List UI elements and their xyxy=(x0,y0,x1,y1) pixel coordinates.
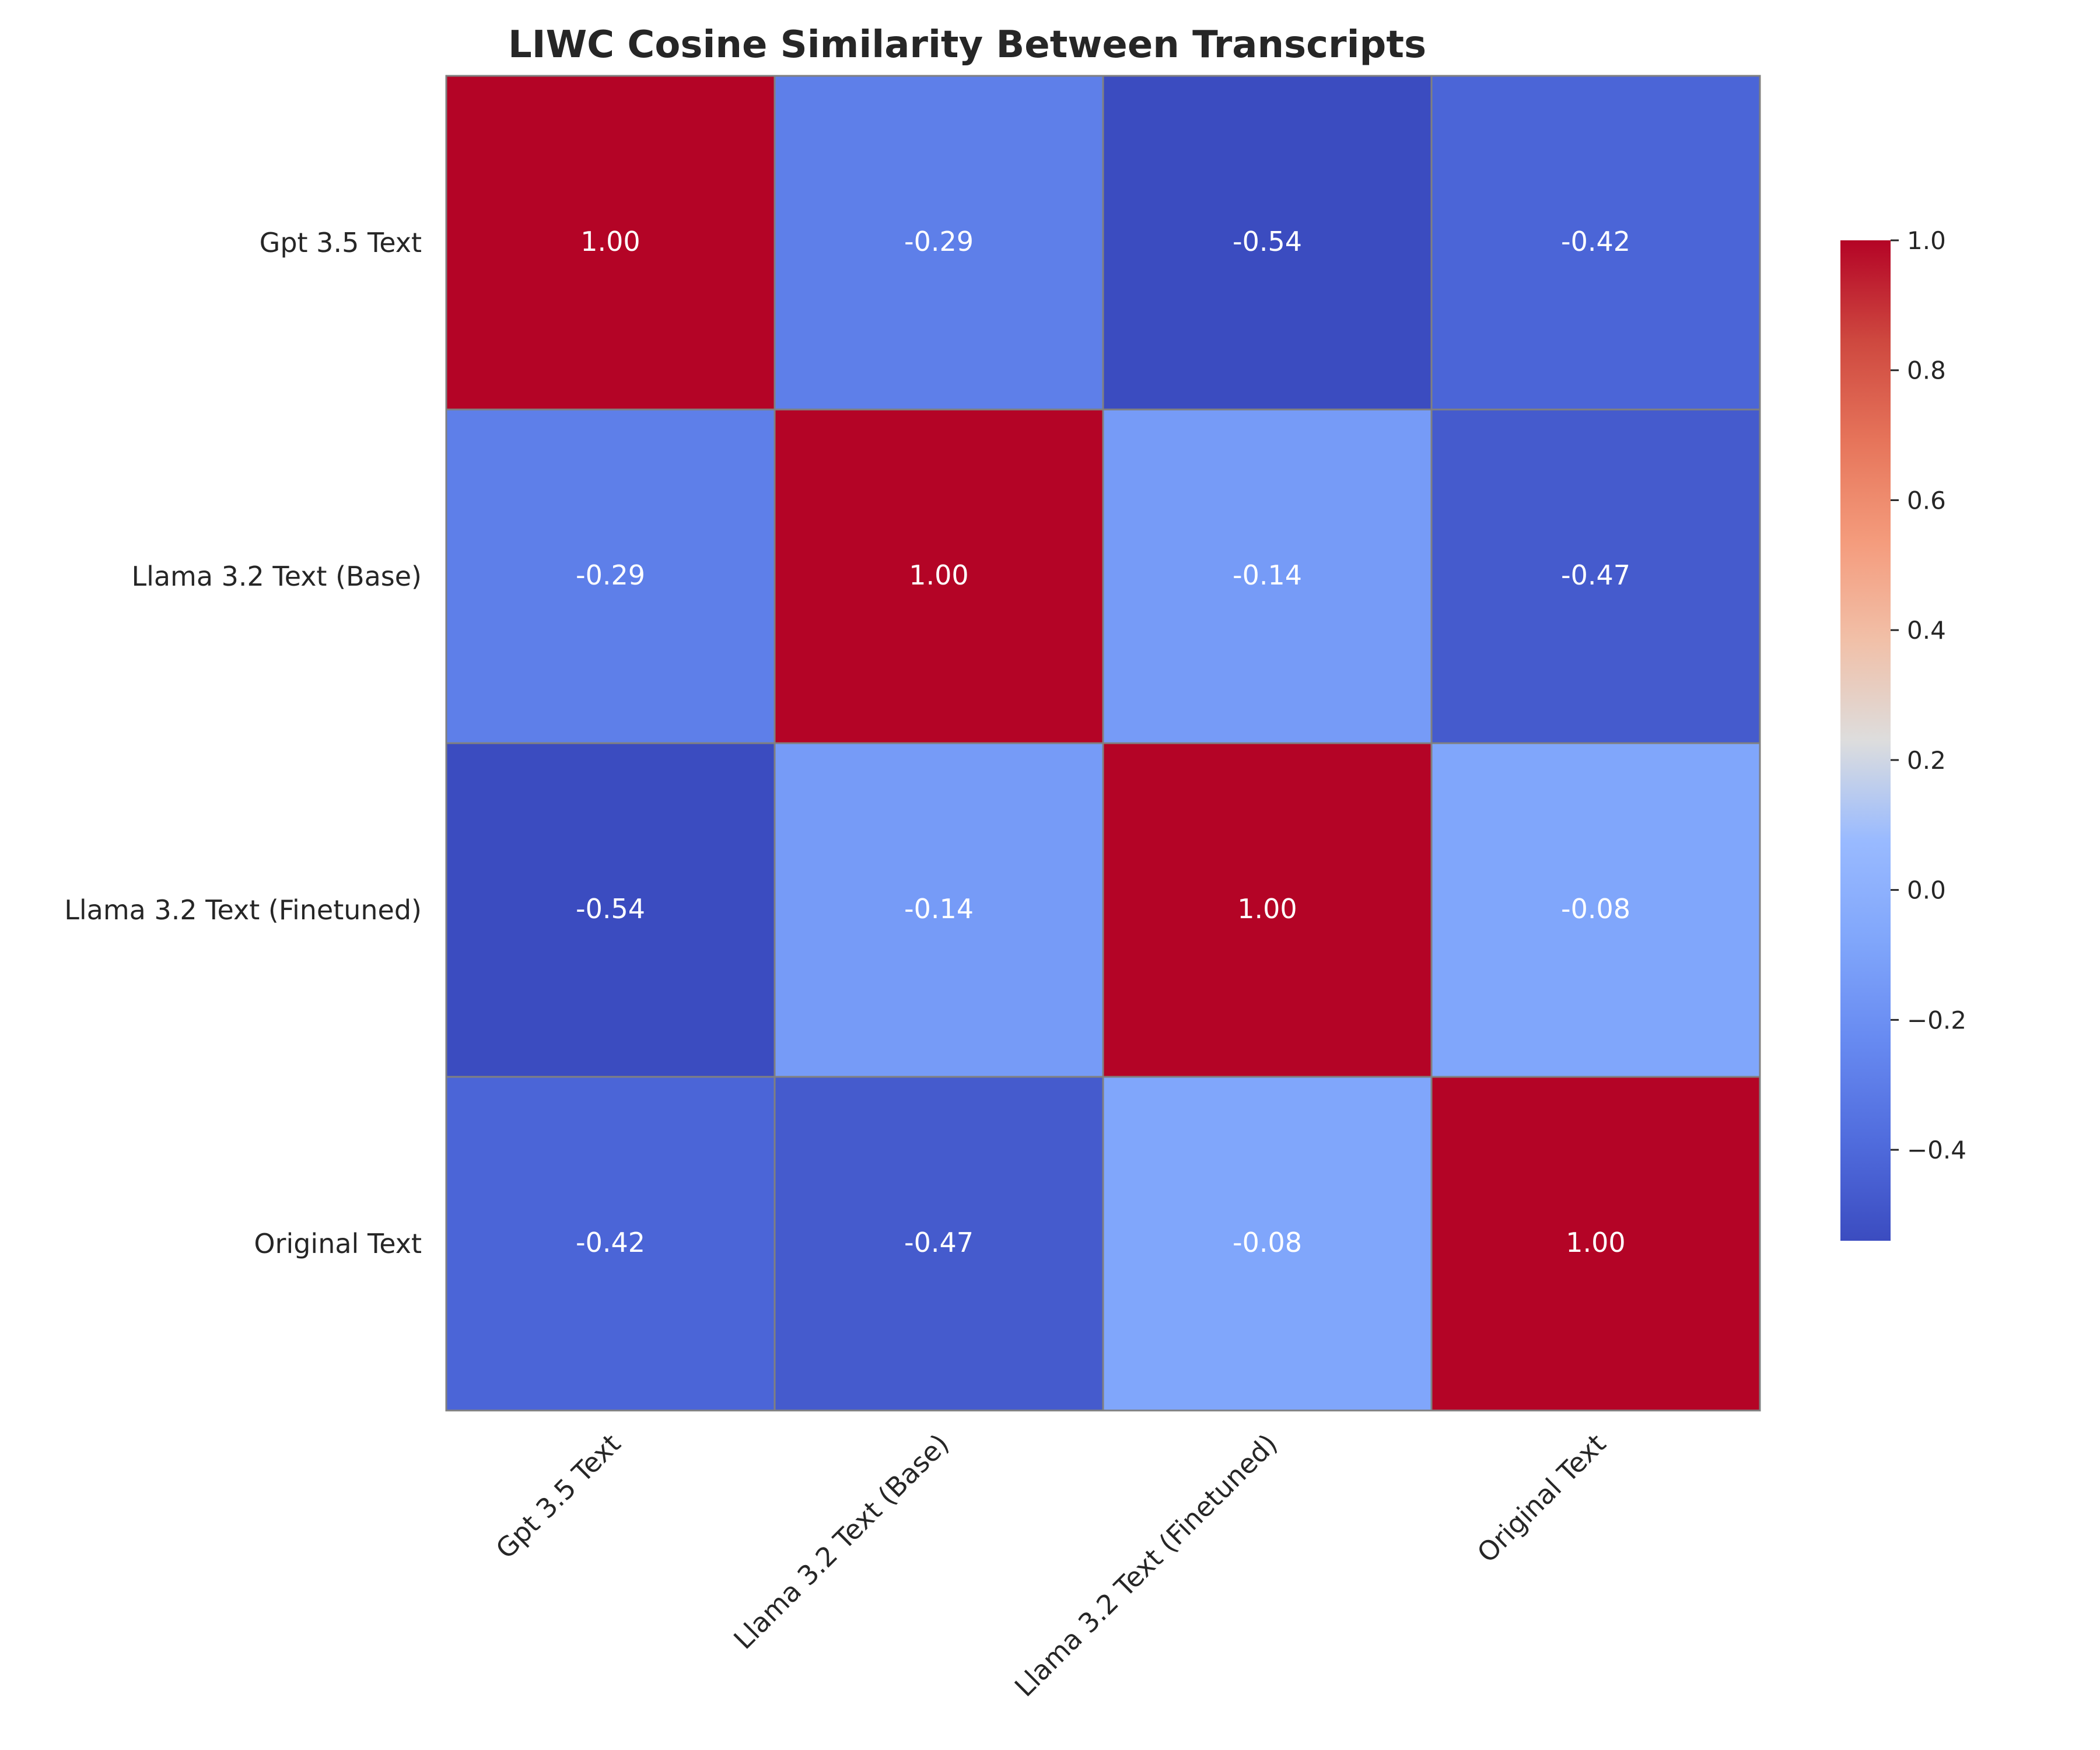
heatmap-cell xyxy=(774,1076,1104,1412)
heatmap-cell xyxy=(774,742,1104,1078)
heatmap-cell xyxy=(445,408,776,744)
cell-value-label: -0.47 xyxy=(1561,559,1630,591)
heatmap-cell xyxy=(1430,742,1761,1078)
cell-value-label: -0.14 xyxy=(904,893,974,925)
colorbar-tick-label: 0.4 xyxy=(1907,616,1946,645)
cell-value-label: -0.54 xyxy=(576,893,645,925)
colorbar-tick-label: 0.0 xyxy=(1907,876,1946,905)
cell-value-label: 1.00 xyxy=(909,559,968,591)
column-label: Gpt 3.5 Text xyxy=(489,1428,626,1565)
cell-value-label: -0.54 xyxy=(1233,226,1302,257)
cell-value-label: -0.14 xyxy=(1233,559,1302,591)
row-labels: Gpt 3.5 Text Llama 3.2 Text (Base) Llama 3… xyxy=(64,227,422,1259)
row-label: Llama 3.2 Text (Base) xyxy=(131,561,422,592)
heatmap-cell xyxy=(1102,1076,1433,1412)
column-label: Llama 3.2 Text (Base) xyxy=(727,1428,955,1656)
cell-value-label: -0.29 xyxy=(576,559,645,591)
colorbar-tick-label: 0.2 xyxy=(1907,746,1946,775)
row-label: Original Text xyxy=(254,1228,422,1259)
colorbar-tick-label: −0.4 xyxy=(1907,1136,1966,1164)
heatmap-cell xyxy=(1102,75,1433,411)
cell-value-label: 1.00 xyxy=(1237,893,1297,925)
chart-title: LIWC Cosine Similarity Between Transcrip… xyxy=(508,23,1426,66)
row-label: Gpt 3.5 Text xyxy=(260,227,422,258)
colorbar-gradient xyxy=(1840,240,1891,1241)
cell-value-label: -0.42 xyxy=(576,1227,645,1258)
cell-value-label: 1.00 xyxy=(1566,1227,1625,1258)
cell-value-label: -0.08 xyxy=(1233,1227,1302,1258)
heatmap-cell xyxy=(1430,1076,1761,1412)
cell-value-label: -0.08 xyxy=(1561,893,1630,925)
cell-value-label: -0.29 xyxy=(904,226,974,257)
colorbar-ticks: −0.4 −0.2 0.0 0.2 0.4 0.6 0.8 1.0 xyxy=(1891,226,1966,1164)
column-label: Original Text xyxy=(1471,1428,1612,1569)
heatmap-cell xyxy=(445,75,776,411)
colorbar-tick-label: −0.2 xyxy=(1907,1006,1966,1034)
colorbar-tick-label: 0.8 xyxy=(1907,356,1946,385)
colorbar-tick-label: 0.6 xyxy=(1907,486,1946,514)
heatmap-cell xyxy=(1430,408,1761,744)
cell-value-label: -0.42 xyxy=(1561,226,1630,257)
heatmap-cell xyxy=(445,1076,776,1412)
heatmap-cells: 1.00 -0.29 -0.54 -0.42 -0.29 1.00 -0.14 -0.47 -0… xyxy=(445,75,1761,1412)
heatmap-cell xyxy=(774,75,1104,411)
colorbar: −0.4 −0.2 0.0 0.2 0.4 0.6 0.8 1.0 xyxy=(1840,226,1966,1241)
heatmap-cell xyxy=(774,408,1104,744)
colorbar-tick-label: 1.0 xyxy=(1907,226,1946,255)
heatmap-cell xyxy=(1102,408,1433,744)
cell-value-label: 1.00 xyxy=(580,226,640,257)
column-labels: Gpt 3.5 Text Llama 3.2 Text (Base) Llama 3… xyxy=(489,1428,1612,1703)
row-label: Llama 3.2 Text (Finetuned) xyxy=(64,894,422,926)
column-label: Llama 3.2 Text (Finetuned) xyxy=(1009,1428,1283,1703)
heatmap-cell xyxy=(1430,75,1761,411)
cell-value-label: -0.47 xyxy=(904,1227,974,1258)
